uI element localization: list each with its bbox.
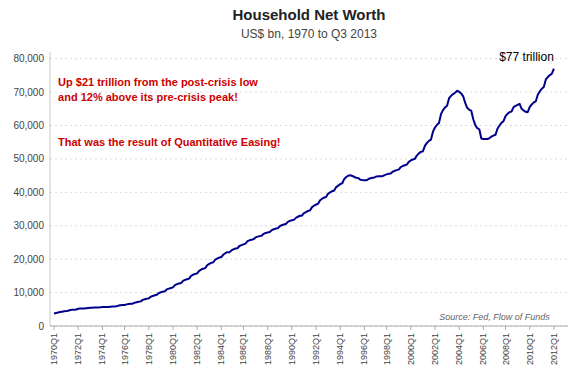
chart: Household Net Worth US$ bn, 1970 to Q3 20… (0, 0, 580, 380)
x-tick (54, 326, 55, 330)
x-tick-label: 1984Q1 (216, 333, 226, 365)
x-tick-label: 1976Q1 (120, 333, 130, 365)
y-tick-label: 10,000 (13, 287, 44, 298)
x-axis-line (50, 326, 568, 327)
x-tick (197, 326, 198, 330)
x-tick (78, 326, 79, 330)
title: Household Net Worth (232, 6, 385, 23)
x-tick (316, 326, 317, 330)
x-tick-label: 1992Q1 (311, 333, 321, 365)
x-tick (483, 326, 484, 330)
y-tick-label: 0 (38, 321, 44, 332)
x-tick-label: 1970Q1 (49, 333, 59, 365)
x-tick (505, 326, 506, 330)
x-tick-label: 1982Q1 (192, 333, 202, 365)
x-tick (364, 326, 365, 330)
annotation-line: Up $21 trillion from the post-crisis low (58, 76, 258, 88)
source: Source: Fed, Flow of Funds (439, 312, 550, 322)
y-tick-label: 30,000 (13, 220, 44, 231)
y-tick-label: 20,000 (13, 254, 44, 265)
line (54, 69, 554, 314)
x-axis: 1970Q1 1972Q1 1974Q1 1976Q1 1978Q1 1980Q1 1982… (49, 326, 559, 365)
x-tick (340, 326, 341, 330)
annotation-line: That was the result of Quantitative Easi… (58, 136, 280, 148)
grid-line (50, 125, 568, 126)
y-tick-label: 60,000 (13, 120, 44, 131)
x-tick (459, 326, 460, 330)
x-tick (124, 326, 125, 330)
annotation: That was the result of Quantitative Easi… (58, 136, 280, 148)
y-grid: 0 10,000 20,000 30,000 40,000 50,000 60,000 70,… (13, 53, 568, 331)
x-tick (434, 326, 435, 330)
annotation: $77 trillion (499, 50, 554, 64)
x-tick (386, 326, 387, 330)
grid-line (50, 292, 568, 293)
x-tick-label: 1990Q1 (287, 333, 297, 365)
x-tick (243, 326, 244, 330)
grid-line (50, 58, 568, 59)
y-axis-line (50, 52, 51, 326)
grid-line (50, 158, 568, 159)
x-tick-label: 2006Q1 (478, 333, 488, 365)
grid-line (50, 225, 568, 226)
x-tick-label: 1980Q1 (168, 333, 178, 365)
y-tick-label: 70,000 (13, 87, 44, 98)
x-tick (529, 326, 530, 330)
x-tick-label: 2002Q1 (430, 333, 440, 365)
x-tick-label: 1996Q1 (359, 333, 369, 365)
x-tick (102, 326, 103, 330)
x-tick (410, 326, 411, 330)
x-tick-label: 2004Q1 (454, 333, 464, 365)
plot-area (54, 69, 554, 314)
x-tick (172, 326, 173, 330)
grid-line (50, 259, 568, 260)
y-tick-label: 50,000 (13, 153, 44, 164)
x-tick-label: 1972Q1 (73, 333, 83, 365)
subtitle: US$ bn, 1970 to Q3 2013 (241, 27, 377, 41)
x-tick-label: 1988Q1 (263, 333, 273, 365)
grid-line (50, 192, 568, 193)
x-tick (221, 326, 222, 330)
annotation-line: and 12% above its pre-crisis peak! (58, 91, 238, 103)
y-tick-label: 80,000 (13, 53, 44, 64)
x-tick (291, 326, 292, 330)
x-tick-label: 2012Q1 (549, 333, 559, 365)
x-tick-label: 2010Q1 (525, 333, 535, 365)
annotation: Up $21 trillion from the post-crisis low… (58, 76, 258, 103)
x-tick-label: 1986Q1 (238, 333, 248, 365)
x-tick-label: 2000Q1 (406, 333, 416, 365)
x-tick (267, 326, 268, 330)
x-tick-label: 1974Q1 (97, 333, 107, 365)
x-tick-label: 1978Q1 (144, 333, 154, 365)
x-tick (553, 326, 554, 330)
y-tick-label: 40,000 (13, 187, 44, 198)
x-tick-label: 1998Q1 (382, 333, 392, 365)
x-tick (148, 326, 149, 330)
x-tick-label: 1994Q1 (335, 333, 345, 365)
grid-line (50, 326, 568, 327)
x-tick-label: 2008Q1 (501, 333, 511, 365)
